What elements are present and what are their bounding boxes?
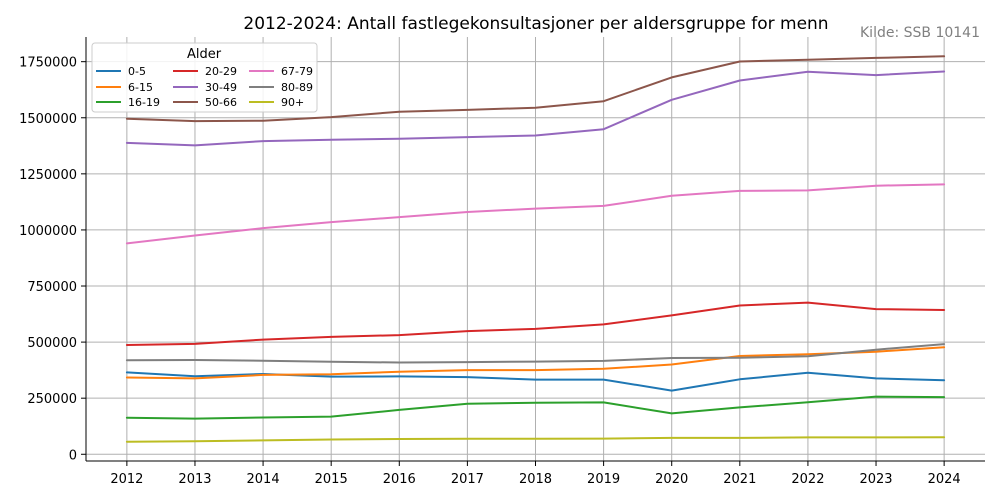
series-line-20-29 bbox=[125, 301, 946, 346]
chart-source: Kilde: SSB 10141 bbox=[860, 25, 980, 41]
grid-lines bbox=[86, 37, 985, 461]
series-line-50-66 bbox=[125, 55, 946, 123]
legend-label-0-5: 0-5 bbox=[128, 65, 146, 78]
legend-items: 0-5 6-15 16-19 20-29 30-49 50-66 67-79 80-89 90+ bbox=[96, 65, 313, 109]
y-tick-label: 1750000 bbox=[19, 56, 77, 71]
series-line-16-19 bbox=[125, 395, 946, 420]
legend-label-6-15: 6-15 bbox=[128, 81, 153, 94]
series-line-30-49 bbox=[125, 70, 946, 147]
x-tick-label: 2013 bbox=[178, 472, 211, 487]
series-line-6-15 bbox=[125, 346, 946, 380]
legend-box bbox=[91, 42, 318, 113]
x-tick-label: 2017 bbox=[451, 472, 484, 487]
legend-label-16-19: 16-19 bbox=[128, 96, 160, 109]
legend-label-80-89: 80-89 bbox=[281, 81, 313, 94]
y-tick-label: 750000 bbox=[27, 280, 77, 295]
x-tick-label: 2018 bbox=[519, 472, 552, 487]
y-tick-label: 500000 bbox=[27, 336, 77, 351]
x-tick-label: 2024 bbox=[928, 472, 961, 487]
x-tick-label: 2023 bbox=[859, 472, 892, 487]
x-tick-label: 2016 bbox=[383, 472, 416, 487]
legend-label-30-49: 30-49 bbox=[205, 81, 237, 94]
legend-title: Alder bbox=[187, 47, 222, 62]
series-line-67-79 bbox=[125, 183, 946, 245]
y-tick-label: 250000 bbox=[27, 392, 77, 407]
x-tick-label: 2015 bbox=[315, 472, 348, 487]
x-tick-label: 2012 bbox=[110, 472, 143, 487]
legend-label-20-29: 20-29 bbox=[205, 65, 237, 78]
x-tick-label: 2019 bbox=[587, 472, 620, 487]
legend-label-90+: 90+ bbox=[281, 96, 304, 109]
y-tick-label: 1250000 bbox=[19, 168, 77, 183]
legend-label-50-66: 50-66 bbox=[205, 96, 237, 109]
series-line-80-89 bbox=[125, 343, 946, 364]
y-tick-label: 1000000 bbox=[19, 224, 77, 239]
chart-title: 2012-2024: Antall fastlegekonsultasjoner… bbox=[243, 14, 828, 34]
x-tick-label: 2022 bbox=[791, 472, 824, 487]
axes: 2012 2013 2014 2015 2016 2017 2018 2019 2020 2021… bbox=[19, 37, 985, 487]
y-tick-label: 1500000 bbox=[19, 112, 77, 127]
y-tick-label: 0 bbox=[69, 448, 77, 463]
x-tick-label: 2014 bbox=[247, 472, 280, 487]
x-tick-label: 2021 bbox=[723, 472, 756, 487]
series-line-90+ bbox=[125, 436, 946, 443]
legend: Alder 0-5 6-15 16-19 20-29 30-49 50-66 67-79 80… bbox=[91, 42, 318, 113]
legend-label-67-79: 67-79 bbox=[281, 65, 313, 78]
series-lines bbox=[125, 55, 946, 443]
x-tick-label: 2020 bbox=[655, 472, 688, 487]
